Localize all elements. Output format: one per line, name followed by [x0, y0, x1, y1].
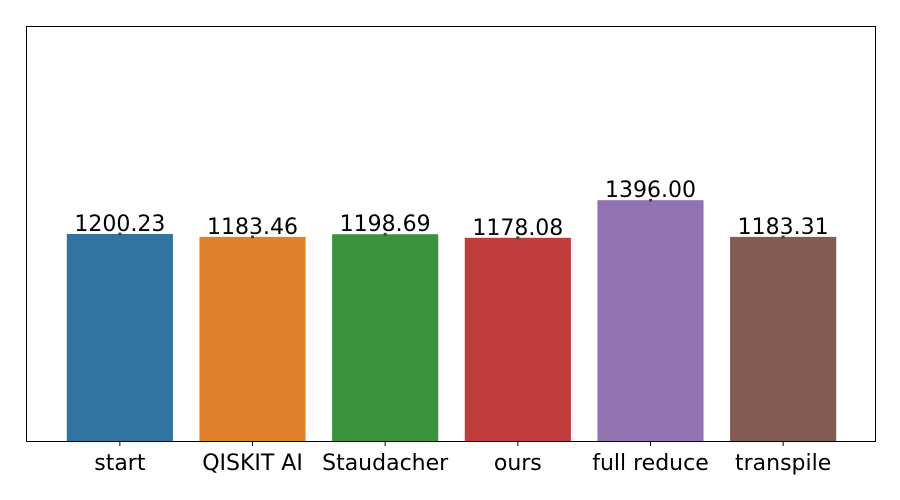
plot-area-frame: [26, 26, 876, 442]
bar: [730, 236, 837, 441]
bar-value-label: 1183.46: [207, 215, 298, 240]
bars-group: [66, 200, 837, 441]
bar: [464, 237, 571, 441]
bar-value-label: 1178.08: [472, 216, 563, 241]
x-axis-tick-labels-group: start QISKIT AI Staudacher ours full reduce t…: [94, 451, 831, 476]
bar-value-label: 1183.31: [738, 215, 829, 240]
x-axis-tick-label: Staudacher: [322, 451, 449, 476]
bar: [597, 200, 704, 441]
x-axis-tick-label: QISKIT AI: [202, 451, 303, 476]
bar: [332, 234, 439, 441]
value-labels-group: 1200.23 1183.46 1198.69 1178.08 1396.00 1183.…: [74, 178, 828, 241]
bar-value-label: 1200.23: [74, 212, 165, 237]
x-axis-tick-label: full reduce: [592, 451, 709, 476]
x-axis-tick-label: start: [94, 451, 146, 476]
bar: [66, 233, 173, 441]
x-axis-tick-label: ours: [494, 451, 542, 476]
bar-value-label: 1198.69: [340, 212, 431, 237]
bar: [199, 236, 306, 441]
x-axis-tick-label: transpile: [735, 451, 831, 476]
bar-value-label: 1396.00: [605, 178, 696, 203]
error-bars-group: [118, 198, 785, 240]
